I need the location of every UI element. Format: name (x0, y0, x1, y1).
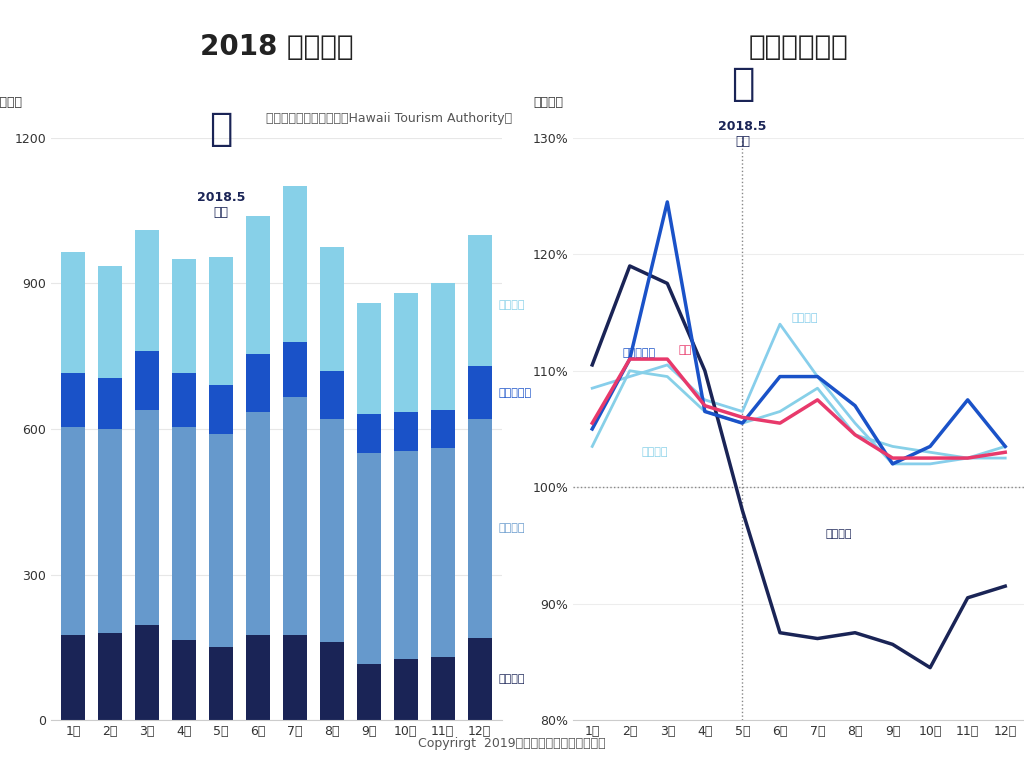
Text: オアフ島: オアフ島 (641, 447, 668, 457)
Bar (246, 412, 270, 635)
Bar (906, 44, 932, 56)
Bar (319, 643, 344, 720)
Bar (968, 12, 993, 24)
Bar (172, 640, 197, 720)
Bar (135, 410, 159, 625)
Bar (98, 378, 122, 429)
Text: （前年）: （前年） (532, 96, 563, 109)
Bar (394, 412, 418, 450)
Bar (431, 410, 455, 448)
Title: 2018 観光客数: 2018 観光客数 (200, 32, 353, 61)
Bar (937, 44, 963, 56)
Text: 2018.5
噴火: 2018.5 噴火 (718, 120, 767, 149)
Bar (98, 429, 122, 633)
Bar (98, 633, 122, 720)
Text: オアフ島: オアフ島 (498, 523, 524, 533)
Text: カウアイ島: カウアイ島 (623, 349, 655, 358)
Bar (283, 635, 307, 720)
Bar (61, 373, 85, 427)
Title: 観光客数前年: 観光客数前年 (749, 32, 849, 61)
Bar (468, 235, 492, 366)
Bar (394, 293, 418, 412)
Text: 出典：ハワイ州観光局（Hawaii Tourism Authority）: 出典：ハワイ州観光局（Hawaii Tourism Authority） (266, 113, 512, 125)
Bar (209, 647, 233, 720)
Bar (135, 230, 159, 352)
Bar (394, 450, 418, 660)
Text: 2018.5
噴火: 2018.5 噴火 (197, 192, 246, 219)
Text: マウイ島: マウイ島 (498, 300, 524, 310)
Bar (61, 427, 85, 635)
Bar (135, 352, 159, 410)
Bar (283, 186, 307, 342)
Bar (98, 267, 122, 378)
Bar (356, 664, 381, 720)
Bar (968, 44, 993, 56)
Text: Copyrirgt  2019琉球経営コンサルティング: Copyrirgt 2019琉球経営コンサルティング (418, 737, 606, 749)
Bar (172, 259, 197, 373)
Text: 琉球経営コンサルティング: 琉球経営コンサルティング (933, 61, 972, 67)
Text: （千人）: （千人） (0, 96, 23, 109)
Bar (246, 354, 270, 412)
Bar (356, 303, 381, 414)
Text: ハワイ島: ハワイ島 (825, 529, 852, 538)
Text: ハワイ州 主要4島の観光客数: ハワイ州 主要4島の観光客数 (321, 25, 642, 63)
Bar (246, 635, 270, 720)
Text: ハワイ島: ハワイ島 (498, 674, 524, 684)
Bar (468, 366, 492, 419)
Bar (209, 434, 233, 647)
Text: マウイ島: マウイ島 (792, 313, 818, 323)
Bar (356, 453, 381, 664)
Bar (431, 448, 455, 657)
Text: カウアイ島: カウアイ島 (498, 388, 531, 398)
Text: 🌋: 🌋 (731, 65, 754, 103)
Bar (937, 12, 963, 24)
Bar (937, 28, 963, 40)
Bar (394, 660, 418, 720)
Bar (209, 257, 233, 385)
Bar (431, 657, 455, 720)
Bar (468, 419, 492, 637)
Text: 🌋: 🌋 (209, 110, 232, 148)
Text: 合計: 合計 (679, 345, 692, 355)
Bar (431, 283, 455, 410)
Bar (283, 342, 307, 398)
Bar (61, 252, 85, 373)
Bar (319, 247, 344, 371)
Bar (209, 385, 233, 434)
Bar (906, 12, 932, 24)
Bar (172, 373, 197, 427)
Bar (61, 635, 85, 720)
Text: GOOD LOCAL, GOOD WORK: GOOD LOCAL, GOOD WORK (924, 70, 981, 74)
Bar (906, 28, 932, 40)
Bar (356, 414, 381, 453)
Bar (283, 398, 307, 635)
Bar (172, 427, 197, 640)
Bar (246, 215, 270, 354)
Bar (468, 637, 492, 720)
Bar (968, 28, 993, 40)
Bar (319, 371, 344, 419)
Bar (135, 625, 159, 720)
Bar (319, 419, 344, 643)
